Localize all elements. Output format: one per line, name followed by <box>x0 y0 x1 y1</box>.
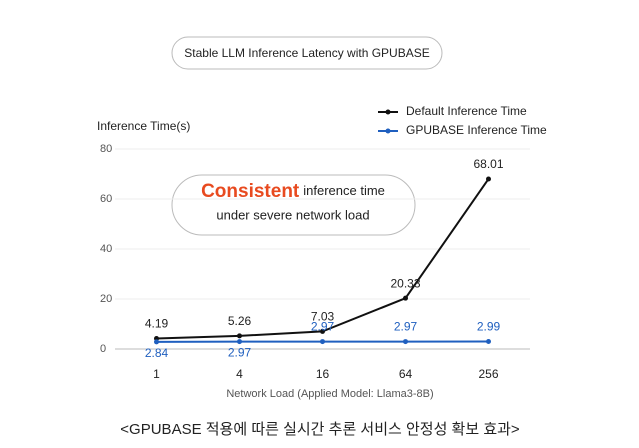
caption: <GPUBASE 적용에 따른 실시간 추론 서비스 안정성 확보 효과> <box>120 421 520 438</box>
annotation-line: Consistent inference time <box>201 181 385 202</box>
annotation-box <box>171 174 416 236</box>
x-tick-label: 4 <box>236 367 243 381</box>
data-label: 2.84 <box>145 346 169 360</box>
chart-title: Stable LLM Inference Latency with GPUBAS… <box>184 46 429 60</box>
data-label: 4.19 <box>145 317 169 331</box>
y-tick-label: 60 <box>100 193 112 205</box>
y-axis-label: Inference Time(s) <box>97 119 190 133</box>
legend-label: Default Inference Time <box>406 104 527 118</box>
annotation-text: under severe network load <box>216 207 369 222</box>
y-tick-label: 0 <box>100 343 106 355</box>
y-tick-label: 20 <box>100 293 112 305</box>
legend-dot <box>385 128 391 134</box>
annotation-highlight: Consistent <box>201 181 300 202</box>
y-tick-label: 40 <box>100 243 112 255</box>
data-label: 68.01 <box>473 157 503 171</box>
annotation-text: inference time <box>303 183 385 198</box>
title-box <box>171 36 443 70</box>
data-label: 2.97 <box>394 320 418 334</box>
data-point <box>486 176 491 182</box>
data-point <box>320 328 325 334</box>
data-label: 2.97 <box>228 346 252 360</box>
data-point <box>154 339 159 345</box>
data-label: 7.03 <box>311 310 335 324</box>
data-label: 5.26 <box>228 314 252 328</box>
data-point <box>486 339 491 345</box>
y-tick-label: 80 <box>100 143 112 155</box>
legend-dot <box>385 109 391 115</box>
data-label: 2.99 <box>477 320 501 334</box>
x-tick-label: 256 <box>478 367 498 381</box>
data-point <box>237 339 242 345</box>
data-point <box>403 339 408 345</box>
x-tick-label: 1 <box>153 367 160 381</box>
data-point <box>320 339 325 345</box>
x-tick-label: 16 <box>316 367 330 381</box>
x-axis-label: Network Load (Applied Model: Llama3-8B) <box>226 388 433 400</box>
legend-label: GPUBASE Inference Time <box>406 123 547 137</box>
data-label: 20.33 <box>390 276 420 290</box>
data-point <box>403 295 408 301</box>
x-tick-label: 64 <box>399 367 413 381</box>
data-label: 2.97 <box>311 320 335 334</box>
data-point <box>237 333 242 339</box>
